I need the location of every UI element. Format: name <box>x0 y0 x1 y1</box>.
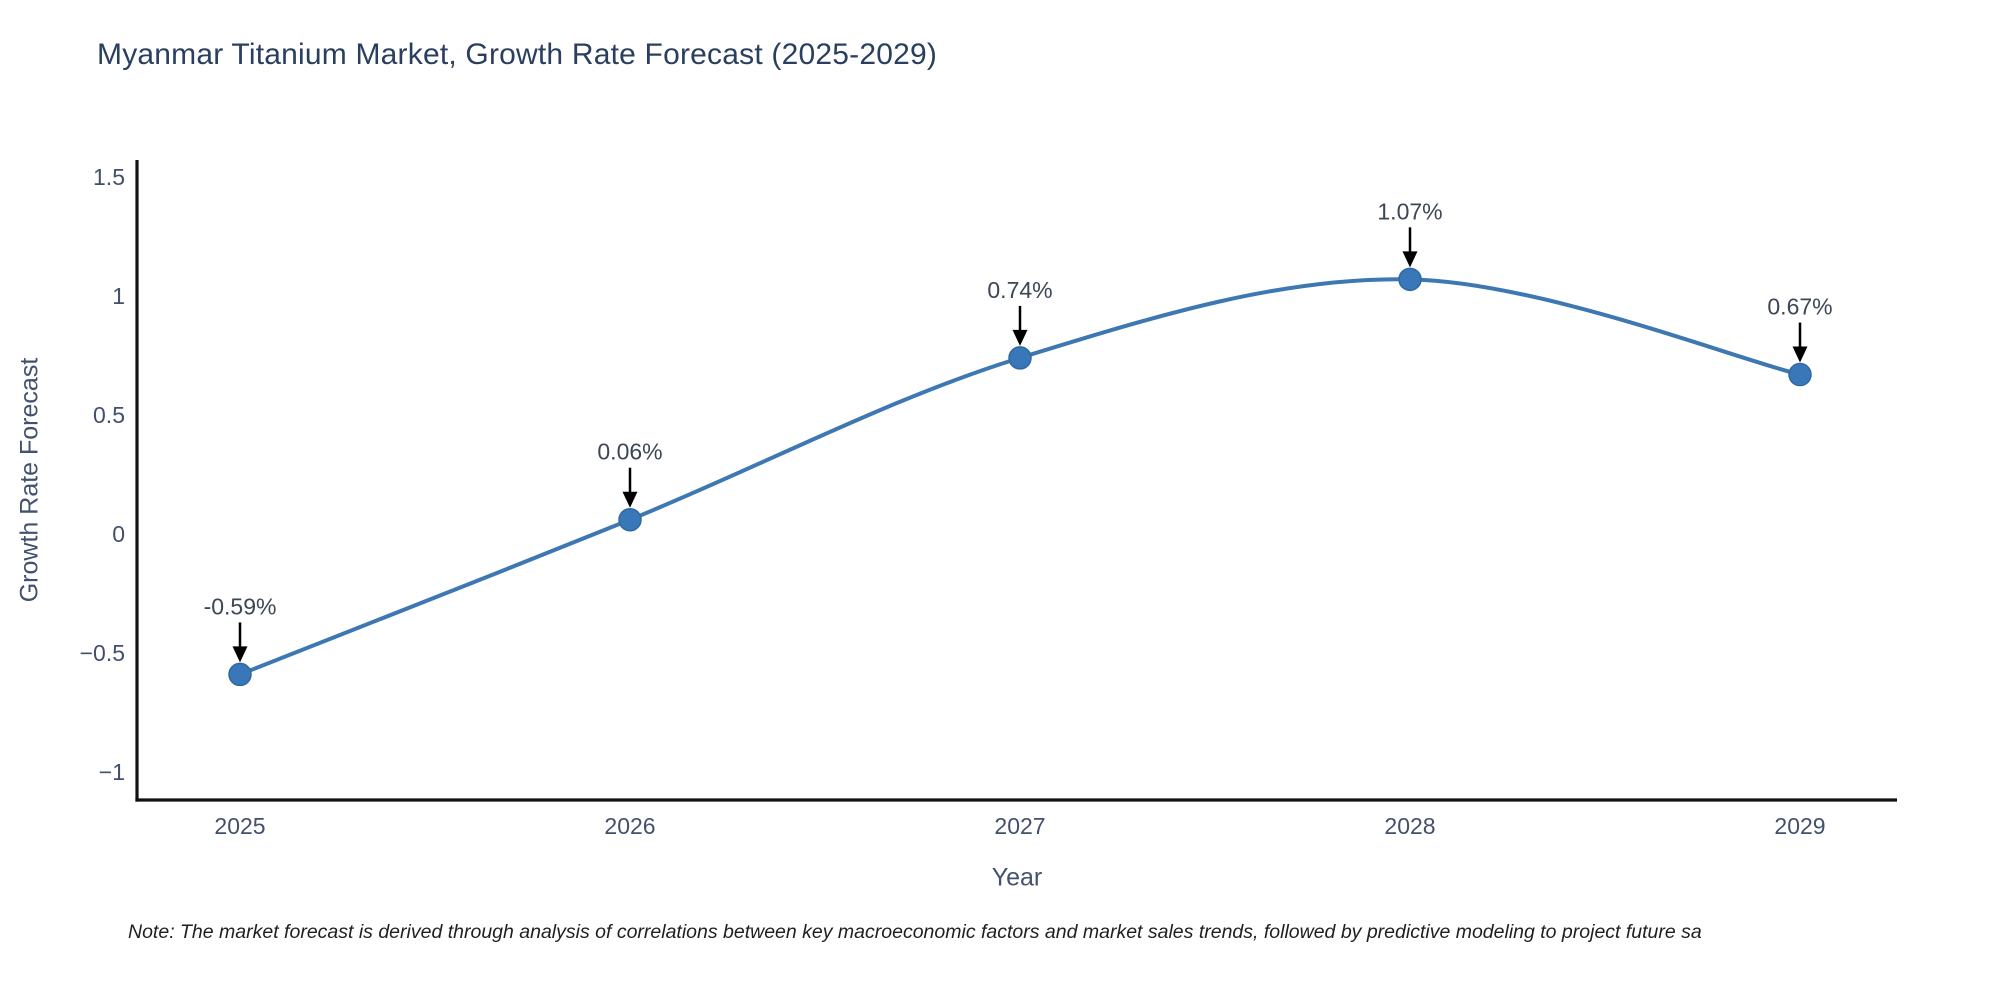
y-tick-label: −1 <box>99 759 125 785</box>
annotation-arrowhead <box>622 491 638 508</box>
y-tick-label: 0 <box>112 521 125 547</box>
annotation-label: 1.07% <box>1377 198 1442 224</box>
annotation-arrowhead <box>232 646 248 663</box>
annotation-label: -0.59% <box>204 593 277 619</box>
footnote: Note: The market forecast is derived thr… <box>128 921 1702 943</box>
y-tick-label: −0.5 <box>80 640 125 666</box>
x-tick-label: 2027 <box>994 813 1045 839</box>
annotation-arrowhead <box>1792 346 1808 363</box>
data-point-marker <box>228 662 252 687</box>
x-tick-label: 2029 <box>1774 813 1825 839</box>
annotation-label: 0.06% <box>597 439 662 465</box>
y-tick-label: 1 <box>112 283 125 309</box>
y-tick-label: 0.5 <box>93 402 125 428</box>
chart-title: Myanmar Titanium Market, Growth Rate For… <box>97 38 938 71</box>
data-point-marker <box>1008 346 1032 370</box>
annotation-arrowhead <box>1402 251 1418 268</box>
annotation-arrowhead <box>1012 329 1028 346</box>
x-tick-label: 2025 <box>214 813 265 839</box>
data-point-marker <box>1788 362 1812 387</box>
data-point-marker <box>1398 267 1422 292</box>
data-point-marker <box>618 507 642 532</box>
x-tick-label: 2028 <box>1384 813 1435 839</box>
annotation-label: 0.67% <box>1767 294 1832 320</box>
annotation-label: 0.74% <box>987 277 1052 303</box>
y-tick-label: 1.5 <box>93 164 125 190</box>
x-axis-title: Year <box>991 863 1043 892</box>
x-tick-label: 2026 <box>604 813 655 839</box>
